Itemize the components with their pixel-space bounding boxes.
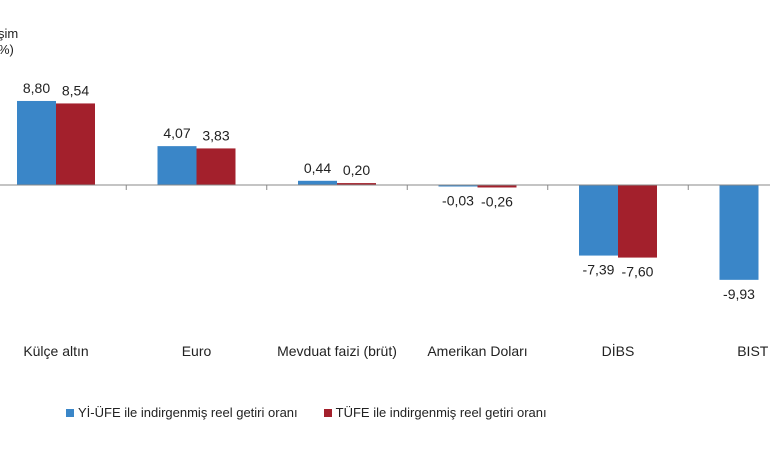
category-label: BIST 1 xyxy=(737,343,770,359)
y-axis-label: şim %) xyxy=(0,26,19,57)
category-label: DİBS xyxy=(602,342,635,359)
bar-yiufe xyxy=(157,146,197,185)
bar-tufe xyxy=(56,103,95,185)
legend-swatch-tufe xyxy=(323,408,332,417)
value-labels-group: 8,80 8,544,07 3,830,44 0,20-0,03 -0,26-7,39-… xyxy=(23,80,755,302)
bars-group xyxy=(17,100,759,280)
data-label: 3,83 xyxy=(202,127,229,143)
category-label: Mevduat faizi (brüt) xyxy=(277,343,397,359)
data-label: 8,54 xyxy=(62,82,89,98)
category-labels-group: Külçe altın Euro Mevduat faizi (brüt) Ameri… xyxy=(23,342,770,359)
axis-ticks-group xyxy=(125,185,689,190)
bar-tufe xyxy=(618,185,657,258)
bar-tufe xyxy=(477,185,517,188)
data-label: 8,80 xyxy=(23,80,50,96)
bar-yiufe xyxy=(17,100,56,185)
data-label: -7,60 xyxy=(622,264,654,280)
data-label: -0,03 xyxy=(442,193,474,209)
legend-item-tufe: TÜFE ile indirgenmiş reel getiri oranı xyxy=(323,405,547,420)
legend: Yİ-ÜFE ile indirgenmiş reel getiri oranı… xyxy=(66,405,573,420)
data-label: -7,39 xyxy=(583,262,615,278)
legend-label-tufe: TÜFE ile indirgenmiş reel getiri oranı xyxy=(335,405,547,420)
category-label: Euro xyxy=(182,343,212,359)
bar-tufe xyxy=(337,183,376,185)
data-label: -0,26 xyxy=(481,193,513,209)
bar-yiufe xyxy=(719,185,759,280)
category-label: Amerikan Doları xyxy=(427,343,527,359)
data-label: 4,07 xyxy=(163,125,190,141)
legend-swatch-yiufe xyxy=(66,408,74,417)
legend-label-yiufe: Yİ-ÜFE ile indirgenmiş reel getiri oranı xyxy=(78,405,298,420)
bar-yiufe xyxy=(579,185,618,256)
data-label: -9,93 xyxy=(723,286,755,302)
data-label: 0,20 xyxy=(343,162,370,178)
bar-yiufe xyxy=(438,185,478,187)
bar-tufe xyxy=(196,148,236,185)
bar-yiufe xyxy=(298,180,337,185)
legend-item-yiufe: Yİ-ÜFE ile indirgenmiş reel getiri oranı xyxy=(66,405,298,420)
category-label: Külçe altın xyxy=(23,343,88,359)
data-label: 0,44 xyxy=(304,160,331,176)
